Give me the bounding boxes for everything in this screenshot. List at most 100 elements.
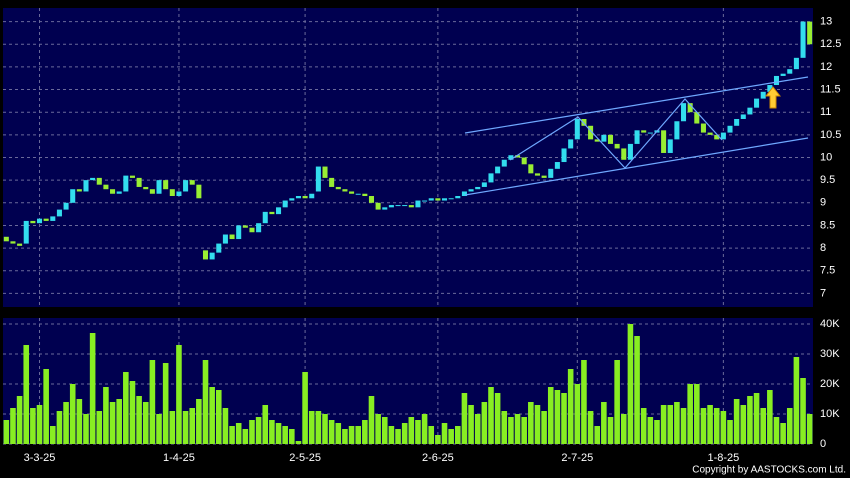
candle (17, 243, 23, 246)
volume-bar (249, 420, 255, 444)
volume-bar (806, 414, 813, 444)
candle (156, 180, 162, 194)
candle (501, 159, 507, 167)
volume-bar (561, 393, 567, 444)
volume-bar (23, 345, 30, 444)
volume-bar (753, 393, 760, 444)
volume-bar (222, 408, 229, 444)
volume-bar (767, 390, 773, 444)
volume-bar (680, 408, 687, 444)
candle (422, 200, 428, 202)
volume-bar (50, 426, 56, 444)
candle (674, 121, 680, 140)
volume-bar (441, 423, 448, 444)
volume-bar (169, 411, 176, 444)
candle (276, 207, 282, 215)
volume-bar (800, 378, 806, 444)
zigzag (509, 98, 723, 169)
volume-bar (733, 399, 740, 444)
volume-bar (627, 324, 634, 444)
volume-bar (514, 414, 521, 444)
volume-bar (660, 405, 667, 444)
candle (607, 134, 614, 144)
volume-bar (342, 429, 348, 444)
volume-bar (182, 411, 189, 444)
x-tick-label: 3-3-25 (24, 452, 56, 464)
x-tick-label: 2-5-25 (289, 452, 321, 464)
candle (687, 103, 693, 113)
volume-bar (388, 426, 395, 444)
volume-bar (368, 396, 375, 444)
volume-bar (63, 402, 69, 444)
candle (242, 225, 248, 228)
volume-bar (707, 405, 713, 444)
volume-bar (574, 384, 581, 444)
volume-bar (620, 414, 627, 444)
volume-bar (554, 390, 561, 444)
volume-bar (275, 423, 282, 444)
volume-bar (474, 414, 481, 444)
candle (455, 196, 461, 199)
volume-bar (149, 360, 156, 444)
candle (3, 236, 9, 242)
volume-bar (594, 426, 601, 444)
volume-bar (647, 417, 654, 444)
candle (129, 175, 135, 178)
volume-bar (727, 420, 733, 444)
volume-bar (43, 369, 49, 444)
candle (349, 191, 355, 194)
volume-bar (282, 426, 288, 444)
volume-bar (83, 414, 89, 444)
volume-bar (773, 417, 780, 444)
candle (256, 223, 262, 233)
volume-bar (547, 387, 554, 444)
candle (96, 177, 102, 185)
candle (408, 205, 414, 208)
volume-bar (687, 384, 693, 444)
volume-bar (315, 411, 322, 444)
candle (754, 98, 760, 108)
volume-bar (381, 417, 388, 444)
candle (707, 132, 713, 135)
volume-bar (760, 408, 766, 444)
volume-bar (747, 396, 753, 444)
candle (601, 134, 607, 142)
volume-bar (508, 417, 514, 444)
volume-bar (156, 414, 162, 444)
candle (528, 164, 534, 174)
candle (329, 177, 335, 187)
volume-bar (528, 402, 534, 444)
candle (163, 180, 169, 190)
x-tick-label: 2-6-25 (422, 452, 454, 464)
candle (621, 148, 627, 160)
candle (667, 139, 673, 153)
candle (773, 75, 780, 86)
candle (747, 107, 753, 115)
candle (355, 193, 361, 195)
candle (70, 189, 76, 203)
candle (720, 132, 726, 140)
volume-bar (607, 417, 614, 444)
candle (581, 118, 587, 126)
candle (36, 218, 43, 224)
candle (322, 166, 328, 178)
candle (681, 103, 687, 122)
candle (83, 180, 89, 192)
volume-bar (541, 411, 547, 444)
marks (3, 21, 813, 444)
volume-bar (142, 402, 149, 444)
volume-bar (289, 429, 295, 444)
volume-bar (196, 399, 202, 444)
candle (196, 184, 202, 199)
volume-bar (654, 420, 660, 444)
y-tick-label: 13 (820, 15, 832, 27)
candle (734, 118, 740, 126)
x-tick-label: 1-8-25 (707, 452, 739, 464)
candle (110, 189, 116, 194)
volume-bar (674, 402, 680, 444)
volume-bar (694, 384, 700, 444)
candle (634, 130, 640, 144)
candle (641, 130, 647, 133)
y-tick-label: 10K (820, 408, 840, 420)
candle (202, 250, 209, 260)
